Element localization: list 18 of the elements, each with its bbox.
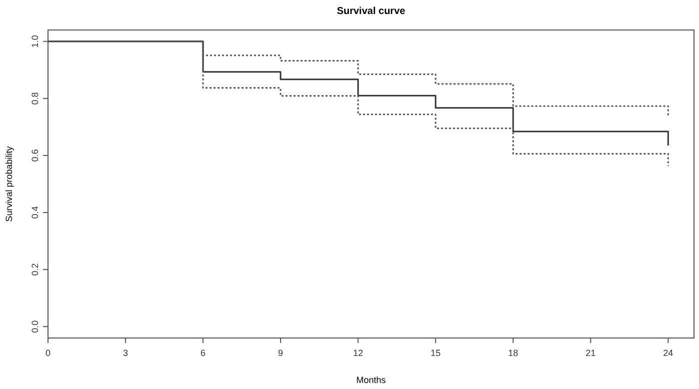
y-tick-label: 0.6 (30, 149, 40, 162)
y-tick-label: 1.0 (30, 35, 40, 48)
y-tick-label: 0.8 (30, 92, 40, 105)
y-tick-label: 0.2 (30, 263, 40, 276)
x-tick-label: 3 (123, 348, 128, 358)
x-tick-label: 18 (508, 348, 518, 358)
chart-title: Survival curve (336, 6, 406, 17)
x-tick-label: 21 (586, 348, 596, 358)
x-tick-label: 15 (430, 348, 441, 358)
x-tick-label: 24 (663, 348, 674, 358)
y-axis-title: Survival probability (4, 146, 14, 222)
y-tick-label: 0.0 (30, 320, 40, 333)
x-tick-label: 0 (45, 348, 51, 358)
y-tick-label: 0.4 (30, 206, 40, 219)
x-tick-label: 12 (353, 348, 364, 358)
x-axis-title: Months (356, 375, 386, 385)
x-tick-label: 6 (200, 348, 206, 358)
x-tick-label: 9 (278, 348, 284, 358)
